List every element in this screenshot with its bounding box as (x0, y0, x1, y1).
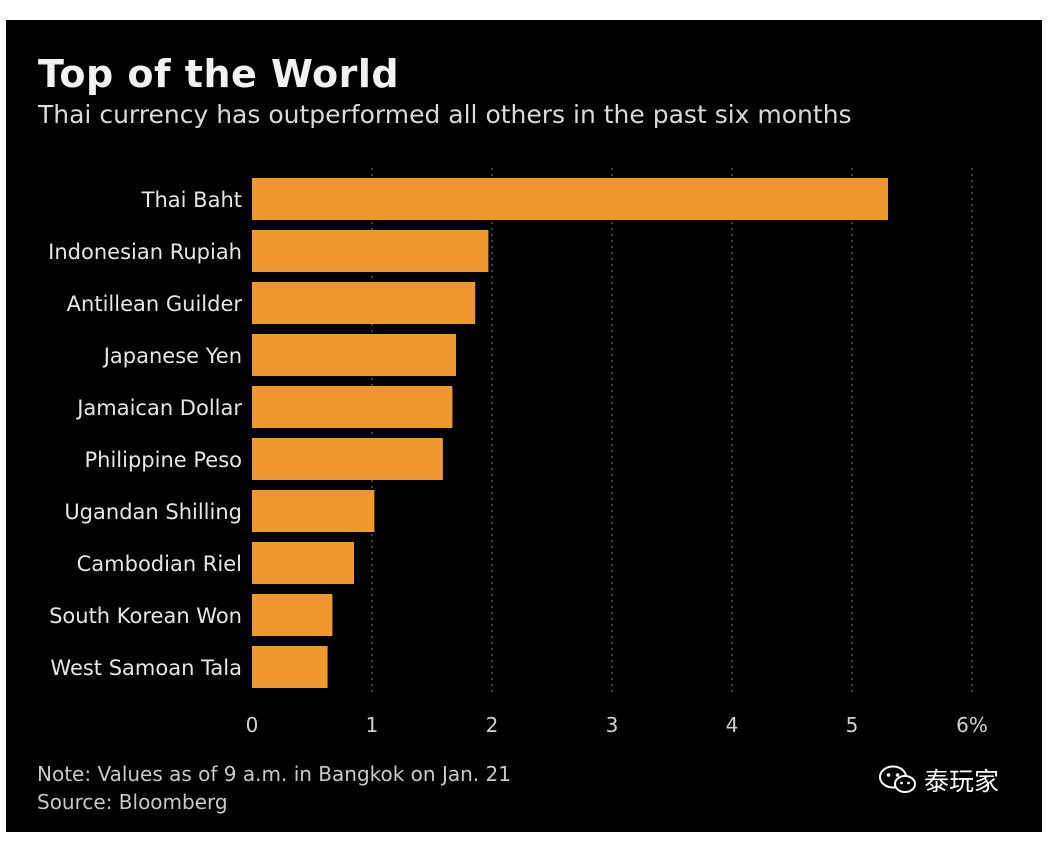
x-tick-labels: 0 1 2 3 4 5 6% (246, 713, 988, 737)
category-label: Japanese Yen (102, 344, 242, 368)
x-tick-label: 3 (606, 713, 619, 737)
bar (252, 386, 453, 428)
bars (252, 178, 888, 688)
grid-lines (371, 168, 973, 696)
x-tick-label: 0 (246, 713, 259, 737)
category-label: Ugandan Shilling (64, 500, 242, 524)
category-label: West Samoan Tala (50, 656, 242, 680)
category-label: Antillean Guilder (67, 292, 243, 316)
chart-note: Note: Values as of 9 a.m. in Bangkok on … (37, 762, 511, 786)
category-label: Jamaican Dollar (75, 396, 242, 420)
bar (252, 230, 489, 272)
category-label: Thai Baht (141, 188, 242, 212)
category-label: Indonesian Rupiah (48, 240, 242, 264)
bar (252, 646, 328, 688)
bar (252, 490, 375, 532)
wechat-icon (879, 765, 916, 793)
chart-frame: Top of the World Thai currency has outpe… (6, 20, 1042, 832)
x-tick-label: 6% (956, 713, 988, 737)
bar (252, 542, 354, 584)
bar (252, 178, 888, 220)
bar (252, 282, 476, 324)
chart-source: Source: Bloomberg (37, 790, 228, 814)
bar-chart: Thai Baht Indonesian Rupiah Antillean Guil… (48, 168, 988, 737)
bar (252, 438, 443, 480)
bar (252, 594, 333, 636)
x-tick-label: 1 (366, 713, 379, 737)
x-tick-label: 2 (486, 713, 499, 737)
x-tick-label: 4 (726, 713, 739, 737)
x-tick-label: 5 (846, 713, 859, 737)
category-label: South Korean Won (49, 604, 242, 628)
chart-title: Top of the World (38, 52, 400, 96)
chart-subtitle: Thai currency has outperformed all other… (38, 100, 852, 129)
category-label: Cambodian Riel (77, 552, 242, 576)
watermark: 泰玩家 (878, 762, 999, 798)
watermark-text: 泰玩家 (924, 767, 1000, 796)
category-label: Philippine Peso (85, 448, 243, 472)
bar (252, 334, 456, 376)
category-labels: Thai Baht Indonesian Rupiah Antillean Guil… (48, 188, 242, 680)
